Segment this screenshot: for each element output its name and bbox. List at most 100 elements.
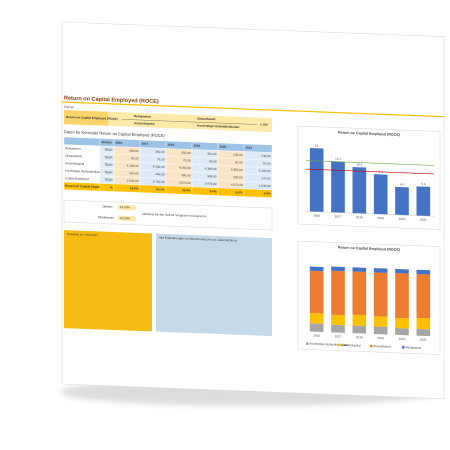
legend-label: Gesamtkapital (342, 343, 362, 348)
cell-text: TEUR (104, 163, 113, 167)
formula-label: Formel: (64, 105, 74, 109)
x-tick-label: 2017 (335, 334, 342, 338)
comment-box (64, 230, 152, 332)
bar-segment (331, 266, 345, 272)
legend-swatch (370, 344, 373, 348)
cell-text: 240,00 (261, 154, 271, 158)
x-tick-label: 2018 (356, 215, 363, 219)
bar-segment (309, 266, 324, 272)
legend-label: Zinsaufwand (374, 344, 391, 349)
header-text: 2021 (246, 146, 253, 150)
cell-text: 380,00 (155, 150, 165, 154)
header-text: 2017 (142, 142, 149, 146)
sheet: Return on Capital Employed (ROCE) Formel… (61, 21, 445, 399)
cell-text: 440,00 (155, 172, 165, 176)
legend-swatch (338, 343, 341, 347)
legend-label: Kurzfristige Verbindlichkeiten (310, 342, 349, 347)
formula-numerator-a: Reingewinn (134, 114, 151, 119)
cell-text: Zinsaufwand (65, 154, 82, 159)
cell-text: 80,00 (131, 156, 139, 160)
formula-result: Return on Capital Employed (ROCE) (66, 115, 118, 121)
cell (243, 188, 273, 198)
bar-segment (416, 328, 431, 337)
cell-text: 350,00 (181, 151, 191, 155)
bar-segment (373, 272, 388, 317)
formula-denominator-b: Kurzfristige Verbindlichkeiten (197, 123, 239, 129)
data-label: 6.9 (421, 182, 426, 186)
cell-text: TEUR (104, 178, 113, 182)
formula-denominator-a: Gesamtkapital (134, 121, 155, 126)
bar-segment (309, 270, 324, 314)
cell-text: 450,00 (129, 149, 139, 153)
cell-text: 560,00 (129, 171, 139, 175)
cell-text: 280,00 (233, 175, 243, 179)
title-rule (62, 101, 444, 118)
cell-text: 4.200,00 (153, 165, 165, 169)
cell-text: 75,00 (157, 157, 165, 161)
chart-title: Return on Capital Employed (ROCE) (338, 246, 401, 252)
header-text: Einheit (102, 140, 112, 144)
cell-text: Kurzfristige Verbindlichkeiten (65, 169, 104, 174)
cell-text: 3.760,00 (153, 180, 165, 184)
bar-segment (352, 314, 367, 327)
cell-text: TEUR (104, 170, 113, 174)
x-tick-label: 2021 (420, 218, 427, 222)
header-cell (63, 136, 101, 147)
reference-line (306, 168, 434, 175)
bar (395, 186, 409, 216)
cell-text: 4.070,00 (231, 183, 243, 187)
x-tick-label: 2020 (399, 337, 406, 341)
reference-line (306, 160, 434, 166)
minimum-value: 10,00% (120, 216, 131, 220)
minimum-label: Mindestwert (98, 215, 114, 220)
formula-factor: x 100 (260, 122, 268, 126)
comment-title: Hinweise zur Kennzahl (67, 232, 98, 237)
x-tick-label: 2019 (377, 216, 384, 220)
bar-segment (352, 325, 367, 334)
chart-title: Return on Capital Employed (ROCE) (338, 131, 401, 137)
formula-numerator-b: Zinsaufwand (197, 116, 215, 121)
x-tick-label: 2021 (420, 338, 427, 342)
cell-text: 60,00 (235, 160, 243, 164)
cell-text: 12,1% (156, 187, 165, 191)
bar (309, 147, 324, 213)
cell-text: 62,00 (263, 161, 271, 165)
cell-text: % (110, 185, 113, 189)
cell-text: 6,6% (236, 190, 243, 194)
cell-text: Capital Employed (65, 176, 89, 181)
charts: 15201612.1201710.920189.420196.620206.92… (306, 143, 434, 350)
bar-segment (395, 328, 409, 336)
cell-text: 4.100,00 (127, 164, 139, 168)
bar-segment (416, 269, 431, 275)
cell-text: 10,9% (182, 188, 191, 192)
cell-text: 70,00 (183, 158, 191, 162)
cell-text: 230,00 (233, 153, 243, 157)
target-note: Zielwerte für den Soll-Ist-Vergleich im … (142, 212, 207, 219)
formula-result-box (64, 110, 108, 126)
cell-text: 3.970,00 (205, 182, 217, 186)
x-tick-label: 2016 (313, 333, 320, 337)
cell-text: 380,00 (181, 173, 191, 177)
target-cell (118, 204, 136, 211)
interpretation-title: Ihre Erläuterungen zur Berechnung und zu… (159, 236, 237, 243)
cell-text: 310,00 (207, 152, 217, 156)
cell-text: 4.250,00 (179, 166, 191, 170)
legend-label: Reingewinn (406, 345, 422, 350)
data-label: 6.6 (400, 182, 405, 186)
bar-segment (352, 271, 367, 316)
table-title: Daten für Kennzahl Return on Capital Emp… (64, 129, 165, 138)
x-tick-label: 2020 (399, 217, 406, 221)
cell-text: 68,00 (209, 159, 217, 163)
bar-segment (309, 323, 324, 333)
x-tick-label: 2016 (313, 213, 320, 217)
bar (416, 186, 431, 217)
data-label: 12.1 (335, 157, 341, 161)
target-box (63, 199, 273, 231)
x-tick-label: 2017 (335, 214, 342, 218)
cell-text: 9,4% (210, 189, 217, 193)
header-text: 2019 (194, 144, 201, 148)
cell-text: 330,00 (207, 174, 217, 178)
header-text: 2018 (168, 143, 175, 147)
bar-segment (395, 317, 409, 329)
cell-text: 270,00 (261, 176, 271, 180)
